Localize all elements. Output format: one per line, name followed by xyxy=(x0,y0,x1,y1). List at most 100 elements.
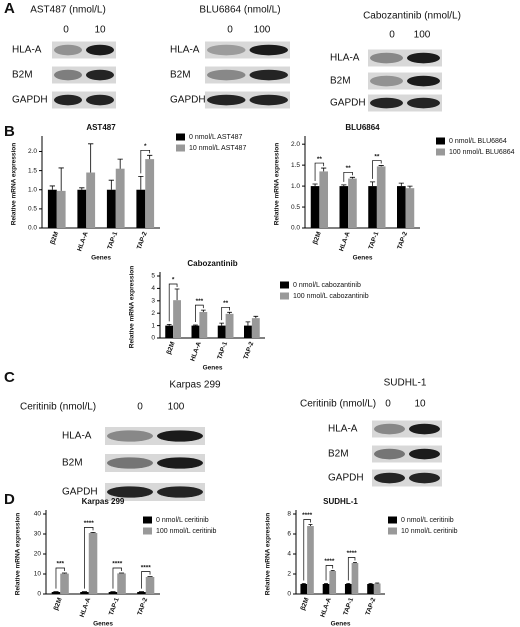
error-bar xyxy=(341,184,347,187)
error-bar xyxy=(352,562,357,563)
bar xyxy=(373,583,381,594)
row-label: B2M xyxy=(328,449,349,460)
blot-band xyxy=(407,75,440,87)
legend-label: 0 nmol/L ceritinib xyxy=(401,517,454,524)
blot-band xyxy=(249,69,288,81)
bar xyxy=(217,325,226,338)
x-tick-label: β2M xyxy=(49,231,60,246)
y-tick-label: 0.0 xyxy=(291,225,300,232)
bar xyxy=(405,188,415,228)
significance-bracket xyxy=(325,565,334,581)
y-tick-label: 1.5 xyxy=(291,162,300,169)
bar xyxy=(106,189,116,228)
lane-label: 100 xyxy=(414,30,431,41)
significance-label: **** xyxy=(324,558,335,565)
blot-treatment: Ceritinib (nmol/L) xyxy=(300,399,376,410)
significance-bracket xyxy=(372,160,382,179)
lane-label: 0 xyxy=(63,25,69,36)
y-tick-label: 3 xyxy=(151,298,155,305)
error-bar xyxy=(227,311,232,314)
legend-label: 100 nmol/L cabozantinib xyxy=(293,293,369,300)
significance-label: *** xyxy=(196,298,204,305)
bar xyxy=(344,584,352,594)
blot-band xyxy=(157,430,203,442)
blot-band xyxy=(86,44,114,56)
blot-band xyxy=(107,486,153,498)
bar xyxy=(307,526,314,594)
bar xyxy=(108,592,118,594)
lane-label: 0 xyxy=(389,30,395,41)
blot-band xyxy=(249,44,288,56)
blot-band xyxy=(370,75,403,87)
error-bar xyxy=(193,324,198,326)
error-bar xyxy=(398,182,404,187)
significance-bracket xyxy=(112,567,122,589)
y-tick-label: 1.0 xyxy=(28,186,37,193)
legend-swatch xyxy=(388,516,397,524)
blot-title: AST487 (nmol/L) xyxy=(30,5,106,16)
lane-label: 100 xyxy=(168,402,185,413)
blot-band xyxy=(409,472,440,484)
blot-band xyxy=(107,430,153,442)
error-bar xyxy=(368,583,373,584)
error-bar xyxy=(174,288,180,301)
error-bar xyxy=(308,524,313,526)
y-tick-label: 4 xyxy=(287,551,291,558)
legend-label: 10 nmol/L AST487 xyxy=(189,145,246,152)
significance-label: **** xyxy=(112,561,123,568)
significance-bracket xyxy=(303,519,311,581)
row-label: GAPDH xyxy=(12,95,48,106)
panel-label: B xyxy=(4,123,15,140)
blot-band xyxy=(54,94,82,106)
significance-bracket xyxy=(314,162,325,181)
bar xyxy=(77,189,87,228)
panel-label: D xyxy=(4,491,15,508)
y-tick-label: 1.5 xyxy=(28,167,37,174)
bar xyxy=(339,186,349,228)
legend-swatch xyxy=(388,527,397,535)
error-bar xyxy=(219,322,225,326)
x-tick-label: β2M xyxy=(53,597,64,612)
bar xyxy=(300,584,308,594)
bar xyxy=(367,584,374,594)
row-label: HLA-A xyxy=(328,424,358,435)
chart-title: BLU6864 xyxy=(345,123,380,132)
row-label: HLA-A xyxy=(62,431,92,442)
y-tick-label: 10 xyxy=(34,571,42,578)
row-label: GAPDH xyxy=(170,95,206,106)
chart-title: Karpas 299 xyxy=(82,497,125,506)
y-tick-label: 0.5 xyxy=(291,204,300,211)
blot-band xyxy=(86,94,114,106)
blot-band xyxy=(370,52,403,64)
lane-label: 10 xyxy=(94,25,106,36)
error-bar xyxy=(324,583,329,584)
bar xyxy=(137,592,146,594)
x-axis-label: Genes xyxy=(353,255,373,262)
error-bar xyxy=(49,185,55,190)
significance-label: ** xyxy=(346,165,352,172)
chart-title: AST487 xyxy=(86,123,116,132)
blot-band xyxy=(407,52,440,64)
error-bar xyxy=(58,167,64,191)
blot-band xyxy=(207,69,246,81)
legend-label: 100 nmol/L ceritinib xyxy=(156,528,217,535)
significance-bracket xyxy=(221,306,230,321)
panel-label: A xyxy=(4,0,15,17)
error-bar xyxy=(166,323,172,326)
bar xyxy=(80,592,89,594)
significance-bracket xyxy=(195,304,204,322)
lane-label: 0 xyxy=(137,402,143,413)
lane-label: 0 xyxy=(385,399,391,410)
legend-label: 10 nmol/L ceritinib xyxy=(401,528,458,535)
y-tick-label: 2 xyxy=(151,310,155,317)
bar xyxy=(191,325,200,338)
error-bar xyxy=(90,532,96,533)
blot-band xyxy=(409,423,440,435)
legend-swatch xyxy=(143,527,152,535)
error-bar xyxy=(200,309,206,312)
error-bar xyxy=(312,183,318,187)
row-label: HLA-A xyxy=(12,45,42,56)
significance-bracket xyxy=(343,171,353,182)
error-bar xyxy=(245,321,251,326)
row-label: B2M xyxy=(12,70,33,81)
